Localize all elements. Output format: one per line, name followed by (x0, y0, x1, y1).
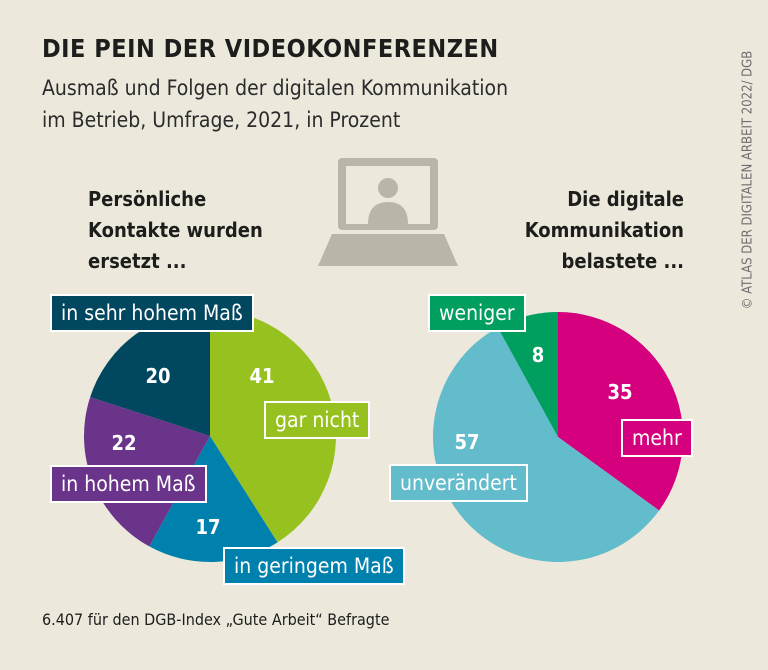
value-in-hohem-mass: 22 (111, 431, 137, 455)
heading-line: Kommunikation (524, 218, 684, 242)
label-unveraendert: unverändert (389, 464, 528, 502)
label-in-geringem-mass: in geringem Maß (223, 547, 405, 585)
pie-slice-weniger (497, 312, 558, 437)
value-in-geringem-mass: 17 (195, 515, 221, 539)
heading-line: Persönliche (88, 187, 207, 211)
subtitle-line-1: Ausmaß und Folgen der digitalen Kommunik… (42, 76, 509, 100)
label-weniger: weniger (428, 294, 526, 332)
heading-line: Die digitale (567, 187, 684, 211)
value-unveraendert: 57 (454, 430, 480, 454)
footer-note: 6.407 für den DGB-Index „Gute Arbeit“ Be… (42, 610, 390, 629)
label-in-sehr-hohem-mass: in sehr hohem Maß (50, 294, 254, 332)
heading-line: ersetzt ... (88, 249, 187, 273)
label-gar-nicht: gar nicht (264, 401, 371, 439)
pie-slice-in-geringem-maß (149, 436, 278, 563)
chart-title: DIE PEIN DER VIDEOKONFERENZEN (42, 34, 499, 63)
value-gar-nicht: 41 (249, 364, 275, 388)
pie-slice-in-sehr-hohem-maß (90, 310, 210, 436)
laptop-video-call-icon (318, 158, 458, 266)
left-chart-heading: Persönliche Kontakte wurden ersetzt ... (88, 184, 263, 277)
heading-line: belastete ... (561, 249, 685, 273)
subtitle-line-2: im Betrieb, Umfrage, 2021, in Prozent (42, 108, 401, 132)
pie-slice-unverändert (433, 327, 660, 562)
label-in-hohem-mass: in hohem Maß (50, 465, 207, 503)
value-in-sehr-hohem-mass: 20 (145, 364, 171, 388)
heading-line: Kontakte wurden (88, 218, 263, 242)
label-mehr: mehr (621, 419, 693, 457)
value-mehr: 35 (607, 380, 633, 404)
pie-slice-mehr (558, 312, 684, 511)
value-weniger: 8 (531, 343, 545, 367)
right-chart-heading: Die digitale Kommunikation belastete ... (525, 184, 684, 277)
